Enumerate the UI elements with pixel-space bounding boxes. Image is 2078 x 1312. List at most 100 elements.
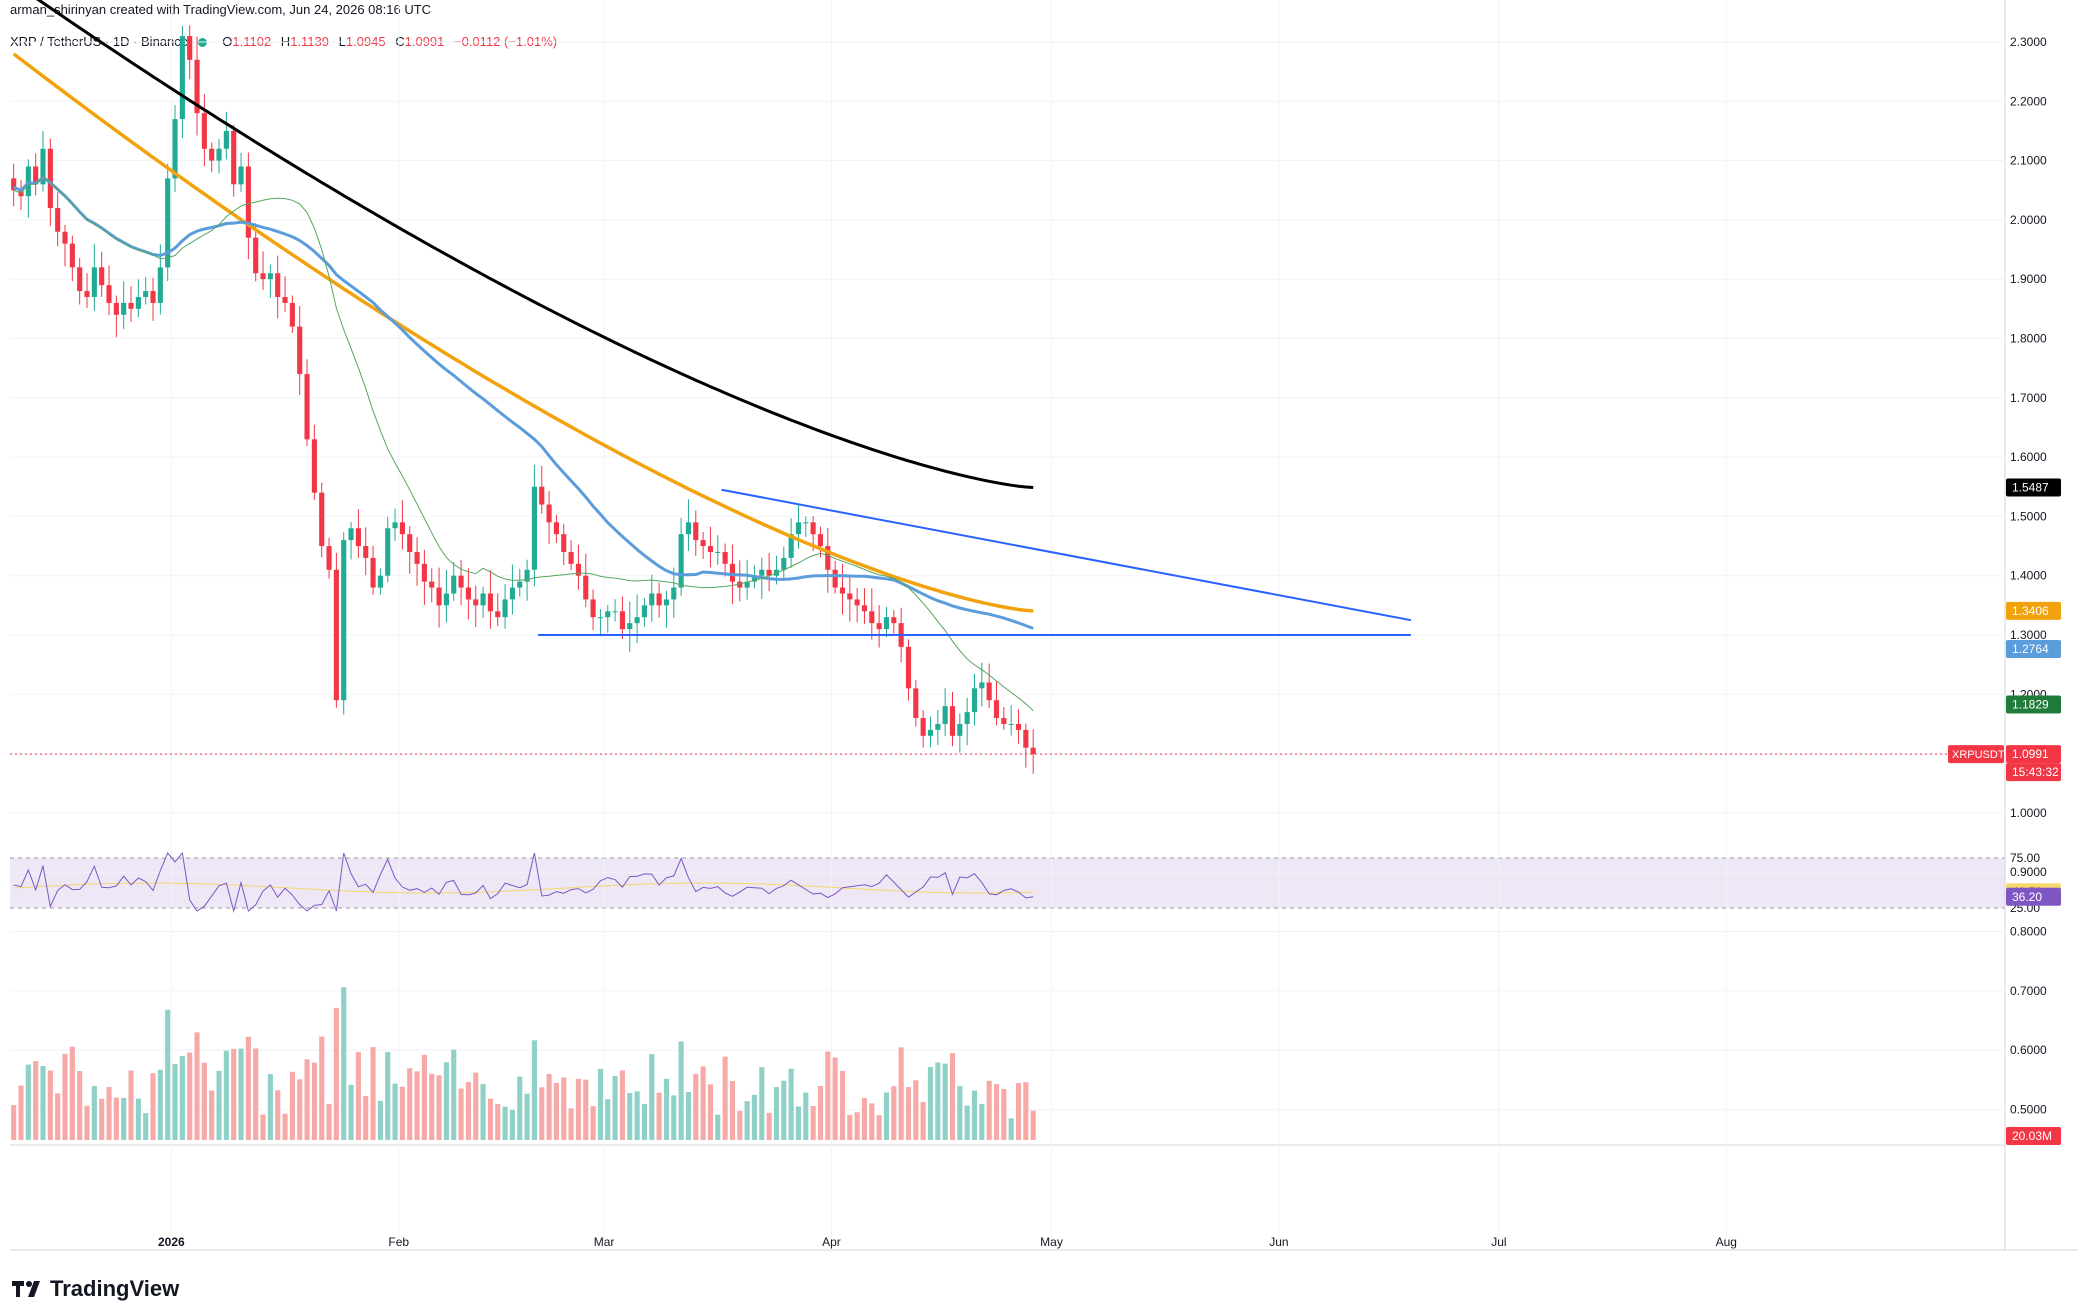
- candle-body: [847, 593, 853, 600]
- price-axis-label: 0.8000: [2010, 925, 2047, 939]
- volume-bar: [216, 1070, 222, 1140]
- price-axis-label: 1.0000: [2010, 806, 2047, 820]
- price-axis-label: 1.5000: [2010, 509, 2047, 523]
- candle-body: [949, 706, 956, 736]
- volume-bar: [993, 1084, 1000, 1140]
- candle-body: [641, 605, 648, 618]
- volume-bar: [891, 1086, 897, 1140]
- volume-bar: [612, 1076, 618, 1140]
- candle-body: [561, 534, 567, 552]
- volume-bar: [187, 1052, 193, 1140]
- candle-body: [407, 534, 413, 552]
- volume-bar: [69, 1046, 75, 1140]
- volume-bar: [920, 1101, 926, 1140]
- time-axis-label: Feb: [388, 1235, 409, 1249]
- candle-body: [319, 492, 325, 547]
- volume-bar: [113, 1097, 119, 1140]
- candle-body: [275, 273, 281, 297]
- candle-body: [891, 617, 897, 624]
- candle-body: [869, 611, 875, 624]
- moving-average-line: [13, 175, 1034, 630]
- candle-body: [55, 208, 61, 232]
- volume-bar: [99, 1098, 105, 1140]
- candle-body: [729, 563, 736, 582]
- volume-bar: [832, 1057, 838, 1140]
- volume-bar: [927, 1066, 934, 1140]
- candle-body: [326, 546, 332, 570]
- candle-body: [99, 267, 105, 286]
- candle-body: [942, 706, 948, 724]
- volume-bar: [495, 1103, 501, 1140]
- ma-price-badge: 1.3406: [2012, 604, 2049, 618]
- volume-bar: [583, 1079, 589, 1140]
- candle-body: [33, 166, 39, 185]
- candle-body: [77, 267, 83, 292]
- candle-body: [333, 569, 339, 701]
- price-badges: 1.5487 1.3406 1.2764 1.1829 XRPUSDT 1.0991 15:…: [1948, 478, 2061, 1145]
- candle-body: [121, 302, 127, 315]
- candle-body: [737, 581, 743, 588]
- candle-body: [487, 593, 493, 612]
- candle-body: [883, 617, 890, 630]
- volume-bar: [465, 1081, 471, 1140]
- candle-body: [597, 617, 603, 619]
- volume-bar: [194, 1032, 200, 1140]
- candle-body: [363, 546, 369, 558]
- candle-body: [143, 291, 149, 297]
- candle-body: [480, 593, 486, 606]
- volume-bar: [751, 1094, 758, 1140]
- candle-body: [781, 557, 787, 570]
- candle-body: [671, 587, 677, 600]
- volume-bar: [935, 1062, 941, 1140]
- volume-bar: [480, 1083, 486, 1140]
- candle-body: [583, 575, 589, 600]
- volume-bar: [1023, 1082, 1029, 1140]
- candle-body: [260, 273, 266, 280]
- volume-badge: 20.03M: [2012, 1129, 2052, 1143]
- volume-bar: [1008, 1118, 1014, 1140]
- candle-body: [957, 723, 963, 736]
- volume-bar: [524, 1093, 530, 1140]
- rsi-indicator: [13, 851, 1034, 913]
- volume-bar: [517, 1076, 523, 1140]
- candle-body: [803, 522, 809, 524]
- volume-bar: [333, 1007, 339, 1140]
- candle-body: [920, 718, 926, 736]
- trendlines[interactable]: [538, 488, 1412, 636]
- last-price-badge-bg: [2006, 745, 2061, 764]
- volume-bar: [663, 1078, 670, 1140]
- candle-body: [971, 688, 978, 713]
- volume-bar: [641, 1103, 648, 1140]
- volume-bar: [55, 1093, 61, 1140]
- candle-body: [128, 302, 134, 309]
- candle-body: [663, 599, 670, 606]
- rsi-axis-label: 75.00: [2010, 851, 2040, 865]
- volume-bar: [1001, 1088, 1007, 1140]
- volume-bar: [634, 1091, 640, 1140]
- volume-bar: [597, 1068, 603, 1140]
- ma-price-badge: 1.1829: [2012, 697, 2049, 711]
- volume-bar: [876, 1115, 882, 1140]
- moving-average-line: [13, 176, 1034, 711]
- volume-bar: [319, 1036, 325, 1140]
- candle-body: [245, 166, 251, 238]
- volume-bar: [267, 1074, 273, 1140]
- time-axis-label: Aug: [1716, 1235, 1737, 1249]
- volume-bar: [546, 1073, 552, 1140]
- candle-body: [590, 599, 596, 618]
- candle-body: [451, 575, 457, 594]
- price-axis[interactable]: 2.3000 2.2000 2.1000 2.0000 1.9000 1.8000 1.70…: [2010, 35, 2047, 1116]
- time-axis[interactable]: 2026 Feb Mar Apr May Jun Jul Aug: [158, 1235, 1737, 1249]
- candle-body: [575, 563, 581, 576]
- volume-bar: [84, 1105, 90, 1140]
- volume-bar: [649, 1054, 655, 1140]
- candle-body: [194, 59, 200, 114]
- volume-bar: [737, 1110, 743, 1140]
- tradingview-logo[interactable]: TradingView: [12, 1276, 179, 1302]
- volume-bar: [473, 1072, 479, 1140]
- price-axis-label: 0.5000: [2010, 1102, 2047, 1116]
- rsi-ma-line: [13, 882, 1034, 894]
- candle-body: [619, 611, 626, 630]
- volume-bar: [436, 1075, 442, 1140]
